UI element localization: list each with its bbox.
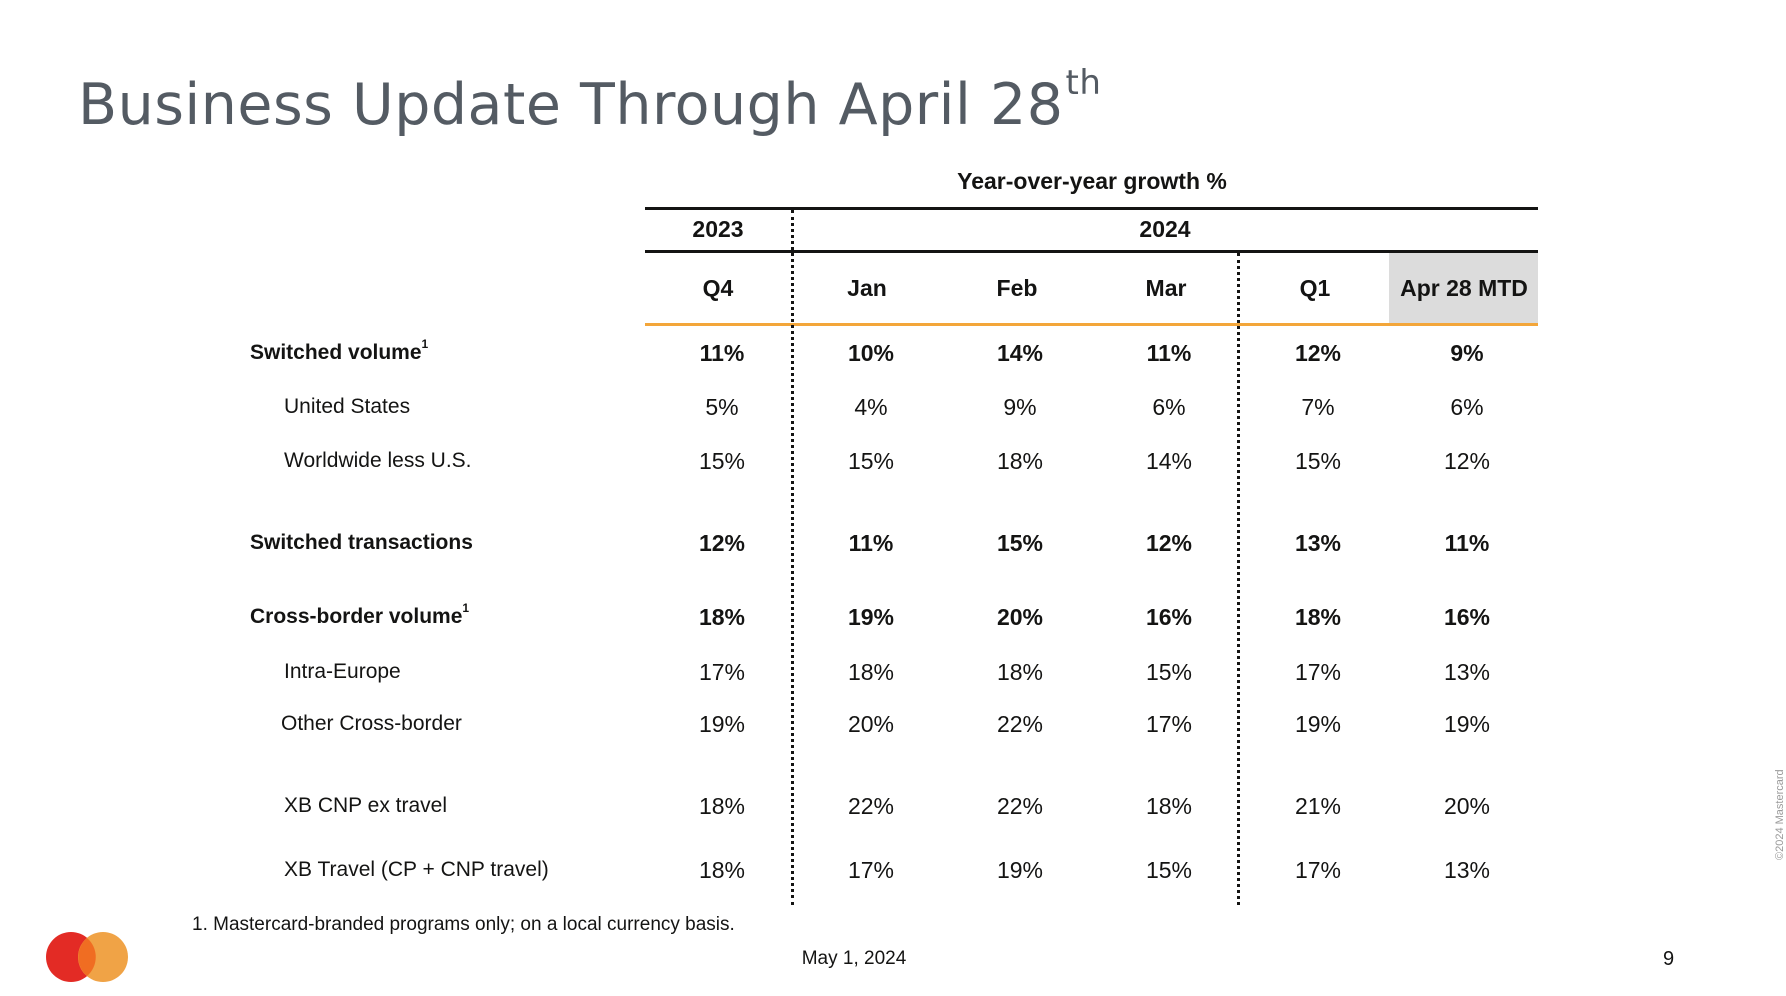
row-label-text: Worldwide less U.S. <box>284 449 472 472</box>
column-header-q1: Q1 <box>1299 275 1331 301</box>
cell-mar: 11% <box>1146 340 1192 366</box>
row-label: Switched volume1 <box>250 337 428 365</box>
row-label: United States <box>284 395 410 419</box>
year-header-2024: 2024 <box>1139 216 1191 242</box>
cell-mar: 15% <box>1145 857 1193 883</box>
cell-apr-mtd: 9% <box>1450 340 1484 366</box>
row-label-text: United States <box>284 395 411 418</box>
cell-jan: 15% <box>847 448 895 474</box>
column-header-feb: Feb <box>996 275 1038 301</box>
cell-mar: 6% <box>1152 394 1186 420</box>
cell-jan: 19% <box>847 604 895 630</box>
row-label-text: Other Cross-border <box>281 712 462 735</box>
divider-2023-2024 <box>791 210 794 905</box>
cell-mar: 16% <box>1145 604 1193 630</box>
table-header-underline <box>645 323 1538 326</box>
cell-apr-mtd: 11% <box>1444 530 1490 556</box>
cell-q1: 7% <box>1301 394 1335 420</box>
cell-q1: 18% <box>1294 604 1342 630</box>
table-top-rule <box>645 207 1538 210</box>
mtd-column-highlight <box>1389 253 1538 323</box>
row-label-text: Switched transactions <box>250 531 473 554</box>
cell-q1: 13% <box>1294 530 1342 556</box>
cell-q1: 17% <box>1294 659 1342 685</box>
cell-feb: 9% <box>1003 394 1037 420</box>
column-header-mar: Mar <box>1145 275 1187 301</box>
row-label: XB Travel (CP + CNP travel) <box>284 858 549 882</box>
page-title: Business Update Through April 28th <box>78 63 1101 138</box>
cell-apr-mtd: 16% <box>1443 604 1491 630</box>
cell-apr-mtd: 13% <box>1443 659 1491 685</box>
row-label: Cross-border volume1 <box>250 601 469 629</box>
cell-q1: 15% <box>1294 448 1342 474</box>
cell-q4: 15% <box>698 448 746 474</box>
cell-feb: 18% <box>996 659 1044 685</box>
column-header-apr-mtd: Apr 28 MTD <box>1400 275 1528 301</box>
cell-q4: 17% <box>698 659 746 685</box>
cell-q4: 18% <box>698 604 746 630</box>
cell-mar: 14% <box>1145 448 1193 474</box>
cell-jan: 22% <box>847 793 895 819</box>
copyright-notice: ©2024 Mastercard <box>1774 769 1786 860</box>
cell-q4: 5% <box>705 394 739 420</box>
cell-feb: 22% <box>996 793 1044 819</box>
cell-feb: 14% <box>996 340 1044 366</box>
title-superscript: th <box>1065 63 1102 103</box>
cell-feb: 15% <box>996 530 1044 556</box>
cell-jan: 10% <box>847 340 895 366</box>
cell-apr-mtd: 20% <box>1443 793 1491 819</box>
row-label: Switched transactions <box>250 531 473 555</box>
row-label-text: XB Travel (CP + CNP travel) <box>284 858 549 881</box>
cell-mar: 12% <box>1145 530 1193 556</box>
cell-feb: 19% <box>996 857 1044 883</box>
cell-mar: 17% <box>1145 711 1193 737</box>
footnote-marker: 1 <box>421 337 429 351</box>
mastercard-logo-icon <box>46 932 128 982</box>
cell-q4: 18% <box>698 857 746 883</box>
cell-jan: 17% <box>847 857 895 883</box>
cell-q1: 12% <box>1294 340 1342 366</box>
row-label: XB CNP ex travel <box>284 794 447 818</box>
column-header-q4: Q4 <box>702 275 734 301</box>
cell-jan: 18% <box>847 659 895 685</box>
footer-date: May 1, 2024 <box>801 948 907 969</box>
title-text: Business Update Through April 28 <box>78 72 1064 138</box>
cell-jan: 20% <box>847 711 895 737</box>
table-caption: Year-over-year growth % <box>957 168 1227 194</box>
cell-q4: 12% <box>698 530 746 556</box>
cell-apr-mtd: 19% <box>1443 711 1491 737</box>
row-label-text: XB CNP ex travel <box>284 794 448 817</box>
cell-feb: 18% <box>996 448 1044 474</box>
page-number: 9 <box>1663 948 1675 970</box>
row-label-text: Cross-border volume <box>250 605 463 628</box>
divider-months-quarter <box>1237 253 1240 905</box>
cell-q1: 19% <box>1294 711 1342 737</box>
cell-apr-mtd: 13% <box>1443 857 1491 883</box>
footnote: 1. Mastercard-branded programs only; on … <box>192 914 735 935</box>
column-header-jan: Jan <box>847 275 887 301</box>
cell-q4: 19% <box>698 711 746 737</box>
footnote-marker: 1 <box>462 601 470 615</box>
row-label: Other Cross-border <box>281 712 462 736</box>
table-year-rule <box>645 250 1538 253</box>
cell-feb: 20% <box>996 604 1044 630</box>
cell-jan: 4% <box>854 394 888 420</box>
cell-mar: 18% <box>1145 793 1193 819</box>
row-label-text: Intra-Europe <box>284 660 401 683</box>
year-header-2023: 2023 <box>692 216 744 242</box>
cell-jan: 11% <box>848 530 894 556</box>
cell-apr-mtd: 6% <box>1450 394 1484 420</box>
cell-feb: 22% <box>996 711 1044 737</box>
cell-q4: 11% <box>699 340 745 366</box>
cell-q1: 21% <box>1294 793 1342 819</box>
cell-q1: 17% <box>1294 857 1342 883</box>
cell-q4: 18% <box>698 793 746 819</box>
row-label: Intra-Europe <box>284 660 401 684</box>
row-label-text: Switched volume <box>250 341 422 364</box>
cell-apr-mtd: 12% <box>1443 448 1491 474</box>
cell-mar: 15% <box>1145 659 1193 685</box>
row-label: Worldwide less U.S. <box>284 449 472 473</box>
